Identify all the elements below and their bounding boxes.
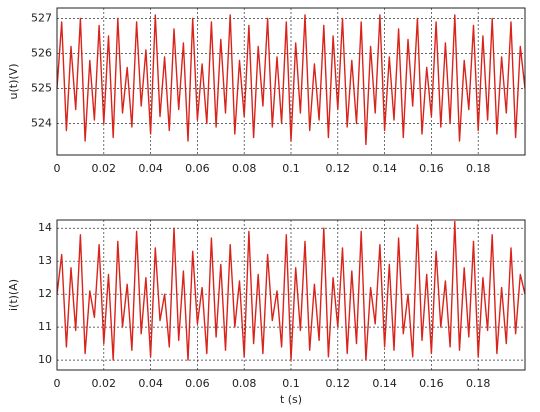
signal-line (56, 220, 526, 361)
x-tick-label: 0.18 (466, 162, 491, 175)
y-tick-label: 13 (38, 254, 52, 267)
x-tick-label: 0.14 (372, 377, 397, 390)
y-tick-label: 10 (38, 353, 52, 366)
x-tick-label: 0.14 (372, 162, 397, 175)
y-tick-label: 526 (31, 47, 52, 60)
y-tick-label: 524 (31, 117, 52, 130)
x-tick-label: 0.08 (232, 377, 257, 390)
plot-frame (56, 219, 526, 371)
x-tick-label: 0.16 (419, 162, 444, 175)
x-tick-label: 0.04 (138, 162, 163, 175)
signal-line (56, 14, 526, 146)
x-tick-label: 0.12 (326, 162, 351, 175)
x-tick-label: 0.06 (185, 162, 210, 175)
x-tick-label: 0.16 (419, 377, 444, 390)
x-tick-label: 0 (54, 377, 61, 390)
y-tick-label: 11 (38, 320, 52, 333)
x-axis-label: t (s) (280, 393, 302, 406)
y-tick-label: 14 (38, 221, 52, 234)
x-tick-label: 0.08 (232, 162, 257, 175)
x-tick-label: 0.04 (138, 377, 163, 390)
y-tick-label: 527 (31, 12, 52, 25)
y-tick-label: 525 (31, 82, 52, 95)
plot-frame (56, 7, 526, 156)
y-tick-label: 12 (38, 287, 52, 300)
x-tick-label: 0.1 (282, 377, 300, 390)
x-tick-label: 0 (54, 162, 61, 175)
x-tick-label: 0.18 (466, 377, 491, 390)
x-tick-label: 0.02 (92, 377, 117, 390)
y-axis-label: u(t)(V) (7, 64, 20, 100)
x-tick-label: 0.1 (282, 162, 300, 175)
x-tick-label: 0.02 (92, 162, 117, 175)
x-tick-label: 0.06 (185, 377, 210, 390)
y-axis-label: i(t)(A) (7, 279, 20, 311)
x-tick-label: 0.12 (326, 377, 351, 390)
